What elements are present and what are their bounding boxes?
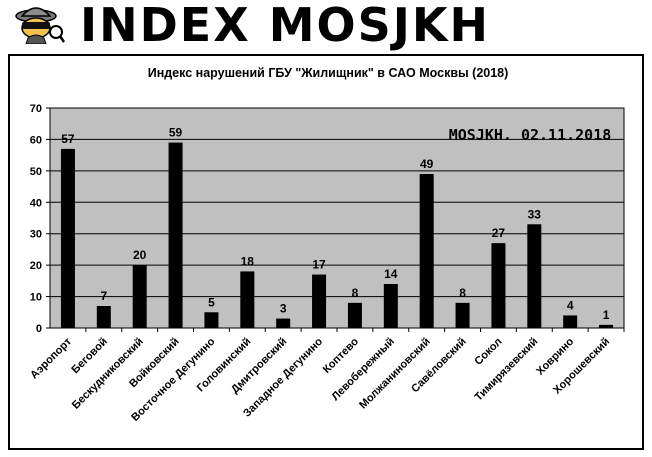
data-label: 14 [384,267,398,281]
data-label: 27 [492,226,506,240]
bar [132,265,147,328]
data-label: 8 [352,286,359,300]
bar [240,271,255,328]
data-label: 49 [420,157,434,171]
spy-detective-icon [15,7,66,44]
data-label: 8 [459,286,466,300]
bar [563,315,578,328]
data-label: 7 [100,289,107,303]
y-tick-label: 40 [30,197,42,209]
category-label: Аэропорт [28,335,74,381]
data-label: 1 [603,308,610,322]
bar [455,302,470,328]
bar [599,324,614,328]
category-label: Тимирязевский [473,336,541,404]
chart-title: Индекс нарушений ГБУ "Жилищник" в САО Мо… [147,66,509,80]
bar [60,148,75,328]
bar [204,312,219,328]
bar [347,302,362,328]
y-tick-label: 60 [30,134,42,146]
data-label: 20 [133,248,147,262]
bar [96,306,111,328]
bar [168,142,183,328]
bar [276,318,291,328]
data-label: 18 [241,254,255,268]
chart-annotation: MOSJKH. 02.11.2018 [449,126,612,144]
data-label: 3 [280,302,287,316]
category-label: Левобережный [329,336,396,403]
data-label: 4 [567,298,574,312]
y-tick-label: 20 [30,260,42,272]
bar [491,243,506,328]
y-tick-label: 30 [30,229,42,241]
bar [419,174,434,328]
data-label: 59 [169,126,183,140]
data-label: 57 [61,132,75,146]
site-title: INDEX MOSJKH [80,0,490,52]
chart-frame: Индекс нарушений ГБУ "Жилищник" в САО Мо… [8,54,644,450]
site-banner: INDEX MOSJKH [0,0,652,52]
category-label: Сокол [472,336,504,368]
data-label: 33 [528,207,542,221]
bar [383,284,398,328]
bar [312,274,327,328]
bar [527,224,542,328]
y-tick-label: 70 [30,103,42,115]
y-tick-label: 50 [30,166,42,178]
y-tick-label: 0 [36,323,42,335]
y-tick-label: 10 [30,292,42,304]
data-label: 5 [208,295,215,309]
data-label: 17 [312,258,326,272]
